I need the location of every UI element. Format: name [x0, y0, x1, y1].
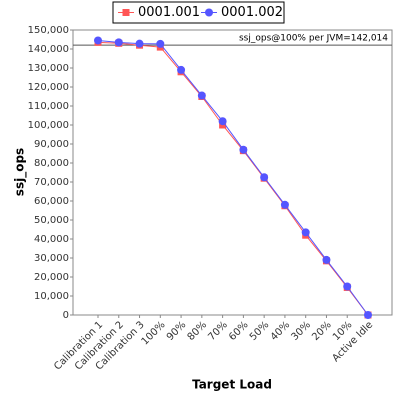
point — [177, 65, 186, 74]
y-tick-label: 20,000 — [34, 272, 69, 283]
y-tick-label: 100,000 — [28, 120, 69, 131]
point — [156, 39, 165, 48]
y-tick-label: 10,000 — [34, 291, 69, 302]
legend-label: 0001.002 — [221, 5, 283, 20]
point — [135, 39, 144, 48]
legend-marker — [205, 8, 213, 17]
point — [197, 91, 206, 100]
y-tick-label: 40,000 — [34, 234, 69, 245]
point — [239, 145, 248, 154]
x-axis-title: Target Load — [192, 378, 272, 392]
y-tick-label: 120,000 — [28, 82, 69, 93]
y-axis-title: ssj_ops — [13, 148, 28, 196]
y-tick-label: 60,000 — [34, 196, 69, 207]
legend — [112, 1, 285, 24]
point — [364, 311, 372, 319]
legend-label: 0001.001 — [138, 5, 200, 20]
point — [218, 117, 227, 126]
y-tick-label: 90,000 — [34, 139, 69, 150]
point — [280, 200, 289, 209]
y-tick-label: 110,000 — [28, 101, 69, 112]
point — [322, 255, 331, 264]
y-tick-label: 70,000 — [34, 177, 69, 188]
legend-marker — [122, 9, 130, 16]
point — [301, 228, 310, 237]
y-tick-label: 80,000 — [34, 158, 69, 169]
y-tick-label: 30,000 — [34, 253, 69, 264]
point — [260, 173, 269, 182]
point — [94, 36, 102, 45]
plot-area — [72, 29, 393, 316]
point — [114, 38, 123, 47]
y-tick-label: 0 — [63, 310, 69, 321]
annotation: ssj_ops@100% per JVM=142,014 — [239, 34, 388, 44]
y-tick-label: 50,000 — [34, 215, 69, 226]
y-tick-label: 130,000 — [28, 63, 69, 74]
y-tick-label: 140,000 — [28, 44, 69, 55]
y-tick-label: 150,000 — [28, 25, 69, 36]
point — [343, 282, 352, 291]
